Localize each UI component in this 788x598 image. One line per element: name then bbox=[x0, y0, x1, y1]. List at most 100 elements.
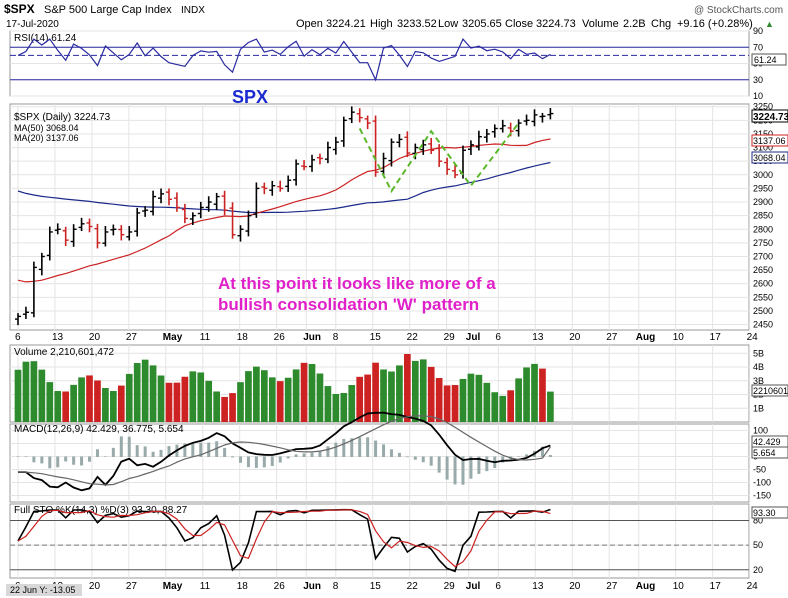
y-tick-label: 2950 bbox=[753, 183, 773, 193]
sto-legend: Full STO %K(14,3) %D(3) 93.30, 88.27 bbox=[14, 505, 188, 516]
x-tick-label: 6 bbox=[15, 332, 21, 343]
macd-panel: MACD(12,26,9) 42.429, 36.775, 5.654 bbox=[14, 411, 552, 492]
macd-histogram-bar bbox=[294, 454, 298, 457]
x-tick-label: 18 bbox=[237, 332, 249, 343]
volume-bar bbox=[308, 363, 316, 422]
volume-bar bbox=[173, 382, 181, 422]
volume-bar bbox=[205, 380, 213, 422]
macd-histogram-bar bbox=[310, 452, 314, 457]
macd-histogram-bar bbox=[238, 456, 242, 463]
macd-histogram-bar bbox=[278, 456, 282, 463]
volume-bar bbox=[197, 372, 205, 422]
macd-histogram-bar bbox=[32, 456, 36, 463]
volume-bar bbox=[539, 368, 546, 422]
macd-histogram-bar bbox=[231, 456, 235, 458]
x-tick-label: 29 bbox=[444, 581, 456, 592]
macd-histogram-bar bbox=[95, 449, 99, 457]
macd-histogram-bar bbox=[350, 438, 354, 457]
macd-histogram-bar bbox=[167, 446, 171, 457]
macd-histogram-bar bbox=[135, 445, 139, 457]
rsi-line bbox=[17, 38, 551, 82]
macd-histogram-bar bbox=[540, 446, 544, 457]
macd-histogram-bar bbox=[517, 456, 521, 458]
volume-bar bbox=[356, 376, 364, 422]
x-tick-label: 13 bbox=[52, 332, 64, 343]
volume-value: 2.2B bbox=[623, 18, 646, 30]
x-tick-label: Jul bbox=[466, 581, 481, 592]
macd-histogram-bar bbox=[254, 456, 258, 468]
y-tick-label: 3000 bbox=[753, 170, 773, 180]
macd-histogram-bar bbox=[358, 437, 362, 457]
x-tick-label: 24 bbox=[747, 332, 759, 343]
y-tick-label: 2850 bbox=[753, 211, 773, 221]
ma20-legend: MA(20) 3137.06 bbox=[14, 133, 79, 143]
macd-histogram-bar bbox=[199, 442, 203, 457]
index-name: S&P 500 Large Cap Index bbox=[44, 4, 172, 16]
y-tick-label: 20 bbox=[753, 565, 763, 575]
price-last-tag: 3224.73 bbox=[753, 112, 788, 123]
y-tick-label: 4B bbox=[753, 362, 764, 372]
ma50-last-tag: 3068.04 bbox=[753, 153, 786, 163]
y-tick-label: 2750 bbox=[753, 238, 773, 248]
chg-value: +9.16 (+0.28%) bbox=[677, 18, 753, 30]
y-tick-label: 1B bbox=[753, 403, 764, 413]
volume-bar bbox=[141, 359, 149, 422]
volume-bar bbox=[427, 366, 435, 422]
volume-bar bbox=[284, 377, 292, 422]
macd-histogram-bar bbox=[413, 456, 417, 460]
low-label: Low bbox=[438, 18, 458, 30]
low-value: 3205.65 bbox=[462, 18, 502, 30]
price-frame bbox=[9, 103, 750, 331]
macd-histogram-bar bbox=[246, 456, 250, 468]
volume-bar bbox=[372, 362, 379, 422]
x-tick-label: 27 bbox=[126, 581, 138, 592]
macd-histogram-bar bbox=[501, 456, 505, 463]
macd-histogram-bar bbox=[421, 456, 425, 463]
macd-legend: MACD(12,26,9) 42.429, 36.775, 5.654 bbox=[14, 424, 184, 435]
macd-histogram-bar bbox=[151, 451, 155, 457]
y-tick-label: -100 bbox=[753, 478, 771, 488]
volume-label: Volume bbox=[582, 18, 619, 30]
x-tick-label: 22 bbox=[407, 332, 419, 343]
x-tick-label: 17 bbox=[710, 581, 722, 592]
macd-signal-line bbox=[18, 415, 551, 486]
volume-last-tag: 2210601472 bbox=[753, 386, 788, 396]
last-value-tags: 61.24 3224.73 3137.06 3068.04 2210601472… bbox=[751, 53, 788, 519]
volume-bar bbox=[459, 378, 467, 422]
stochastic-panel: Full STO %K(14,3) %D(3) 93.30, 88.27 bbox=[10, 505, 749, 573]
volume-bar bbox=[324, 386, 332, 422]
y-tick-label: 10 bbox=[753, 91, 763, 101]
volume-bar bbox=[125, 373, 133, 422]
y-tick-label: -50 bbox=[753, 465, 766, 475]
x-tick-label: 18 bbox=[237, 581, 249, 592]
x-tick-label: 24 bbox=[747, 581, 759, 592]
macd-histogram-bar bbox=[445, 456, 449, 480]
x-tick-label: 6 bbox=[495, 332, 501, 343]
volume-bar bbox=[523, 367, 530, 422]
volume-bar bbox=[14, 369, 22, 422]
x-tick-label: 26 bbox=[274, 332, 286, 343]
x-tick-label: 13 bbox=[532, 332, 544, 343]
volume-bar bbox=[451, 385, 459, 422]
volume-bar bbox=[348, 385, 356, 422]
volume-bar bbox=[260, 370, 268, 422]
macd-histogram-bar bbox=[56, 456, 60, 468]
y-tick-label: 70 bbox=[753, 42, 763, 52]
volume-bar bbox=[515, 378, 522, 422]
macd-histogram-bar bbox=[405, 456, 409, 458]
macd-histogram-bar bbox=[485, 456, 489, 472]
volume-bar bbox=[292, 369, 300, 422]
volume-bar bbox=[110, 391, 117, 422]
volume-bar bbox=[221, 396, 228, 422]
x-tick-label: Jun bbox=[303, 332, 321, 343]
high-label: High bbox=[370, 18, 393, 30]
open-value: 3224.21 bbox=[326, 18, 366, 30]
volume-bar bbox=[547, 391, 554, 422]
x-tick-label: 20 bbox=[569, 332, 581, 343]
y-tick-label: 3250 bbox=[753, 102, 773, 112]
rsi-panel: RSI(14) 61.24 bbox=[10, 33, 749, 82]
macd-histogram-bar bbox=[223, 447, 227, 457]
volume-bar bbox=[340, 392, 348, 422]
open-label: Open bbox=[296, 18, 323, 30]
y-tick-label: 3100 bbox=[753, 143, 773, 153]
